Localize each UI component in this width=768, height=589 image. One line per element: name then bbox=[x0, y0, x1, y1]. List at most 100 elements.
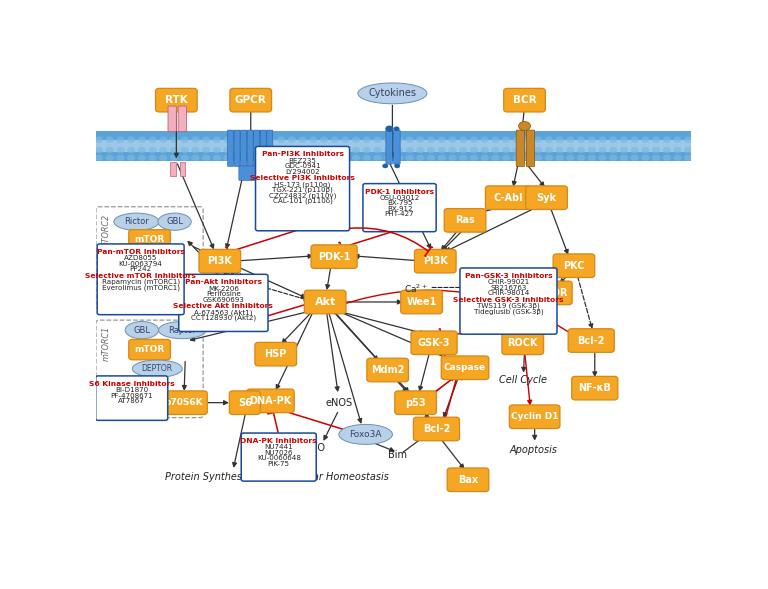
Text: Pan-Akt Inhibitors: Pan-Akt Inhibitors bbox=[185, 279, 262, 285]
Text: GSK-3: GSK-3 bbox=[418, 338, 450, 348]
FancyBboxPatch shape bbox=[386, 130, 392, 164]
Circle shape bbox=[330, 147, 339, 153]
Circle shape bbox=[641, 147, 650, 153]
Circle shape bbox=[223, 154, 232, 161]
Ellipse shape bbox=[339, 425, 392, 444]
Circle shape bbox=[127, 154, 135, 161]
Text: Cytokines: Cytokines bbox=[369, 88, 416, 98]
Text: NO: NO bbox=[310, 443, 325, 453]
Text: DNA-PK Inhibitors: DNA-PK Inhibitors bbox=[240, 438, 317, 444]
Circle shape bbox=[245, 154, 253, 161]
Circle shape bbox=[534, 147, 542, 153]
Circle shape bbox=[223, 147, 232, 153]
Circle shape bbox=[394, 164, 400, 168]
Text: GPCR: GPCR bbox=[235, 95, 266, 105]
Circle shape bbox=[341, 154, 349, 161]
Text: mTOR: mTOR bbox=[535, 288, 568, 298]
Text: p70S6K: p70S6K bbox=[164, 398, 203, 407]
Circle shape bbox=[427, 137, 435, 143]
Circle shape bbox=[213, 147, 221, 153]
FancyBboxPatch shape bbox=[129, 339, 170, 360]
Circle shape bbox=[180, 147, 189, 153]
FancyBboxPatch shape bbox=[516, 130, 525, 166]
Text: KU-0060648: KU-0060648 bbox=[257, 455, 300, 461]
FancyBboxPatch shape bbox=[98, 244, 184, 315]
Circle shape bbox=[245, 147, 253, 153]
Circle shape bbox=[641, 137, 650, 143]
Circle shape bbox=[213, 154, 221, 161]
Text: Selective Akt Inhibitors: Selective Akt Inhibitors bbox=[174, 303, 273, 309]
Circle shape bbox=[555, 147, 564, 153]
FancyBboxPatch shape bbox=[485, 186, 531, 210]
Circle shape bbox=[373, 137, 382, 143]
Circle shape bbox=[545, 154, 553, 161]
Circle shape bbox=[652, 137, 660, 143]
Circle shape bbox=[438, 137, 446, 143]
FancyBboxPatch shape bbox=[247, 389, 294, 413]
Text: Selective mTOR Inhibitors: Selective mTOR Inhibitors bbox=[85, 273, 196, 279]
Circle shape bbox=[170, 154, 178, 161]
FancyBboxPatch shape bbox=[255, 342, 296, 366]
Circle shape bbox=[277, 147, 285, 153]
Circle shape bbox=[266, 147, 275, 153]
Text: Apoptosis: Apoptosis bbox=[509, 445, 558, 455]
Text: p53: p53 bbox=[406, 398, 426, 408]
Circle shape bbox=[362, 137, 371, 143]
Circle shape bbox=[127, 137, 135, 143]
Ellipse shape bbox=[158, 322, 206, 339]
Text: Foxo3A: Foxo3A bbox=[349, 430, 382, 439]
Circle shape bbox=[406, 154, 414, 161]
Circle shape bbox=[277, 154, 285, 161]
Circle shape bbox=[277, 137, 285, 143]
Text: Cell Cycle: Cell Cycle bbox=[498, 375, 547, 385]
Text: CCT128930 (Akt2): CCT128930 (Akt2) bbox=[190, 315, 256, 321]
Circle shape bbox=[674, 147, 682, 153]
Circle shape bbox=[256, 154, 264, 161]
Circle shape bbox=[481, 137, 488, 143]
FancyBboxPatch shape bbox=[444, 209, 486, 232]
FancyBboxPatch shape bbox=[395, 391, 436, 415]
Text: Cardiovascular Homeostasis: Cardiovascular Homeostasis bbox=[250, 472, 389, 482]
Circle shape bbox=[438, 154, 446, 161]
Circle shape bbox=[94, 154, 103, 161]
Ellipse shape bbox=[132, 360, 182, 378]
Text: PHT-427: PHT-427 bbox=[385, 211, 415, 217]
FancyBboxPatch shape bbox=[155, 88, 197, 112]
Text: Ca$^{2+}$: Ca$^{2+}$ bbox=[404, 282, 428, 294]
Text: OSU-03012: OSU-03012 bbox=[379, 195, 419, 201]
Circle shape bbox=[545, 137, 553, 143]
FancyBboxPatch shape bbox=[415, 249, 456, 273]
Text: Bcl-2: Bcl-2 bbox=[422, 424, 450, 434]
Circle shape bbox=[663, 147, 671, 153]
Circle shape bbox=[427, 147, 435, 153]
Circle shape bbox=[256, 137, 264, 143]
Circle shape bbox=[384, 137, 392, 143]
Text: Akt: Akt bbox=[315, 297, 336, 307]
Bar bbox=[170, 163, 176, 176]
Circle shape bbox=[470, 154, 478, 161]
Circle shape bbox=[566, 147, 574, 153]
FancyBboxPatch shape bbox=[230, 391, 260, 415]
Text: HSP: HSP bbox=[264, 349, 287, 359]
Text: Perifosine: Perifosine bbox=[206, 291, 240, 297]
Circle shape bbox=[298, 154, 306, 161]
Circle shape bbox=[384, 147, 392, 153]
Circle shape bbox=[652, 154, 660, 161]
Circle shape bbox=[116, 137, 124, 143]
FancyBboxPatch shape bbox=[311, 245, 357, 269]
Circle shape bbox=[502, 147, 510, 153]
FancyBboxPatch shape bbox=[401, 290, 442, 314]
Text: GBL: GBL bbox=[134, 326, 151, 335]
Circle shape bbox=[577, 137, 585, 143]
FancyBboxPatch shape bbox=[234, 130, 240, 166]
Circle shape bbox=[116, 154, 124, 161]
Circle shape bbox=[202, 137, 210, 143]
Circle shape bbox=[663, 137, 671, 143]
Circle shape bbox=[609, 154, 617, 161]
Circle shape bbox=[148, 137, 157, 143]
Ellipse shape bbox=[158, 213, 191, 230]
FancyBboxPatch shape bbox=[568, 329, 614, 352]
Text: Selective GSK-3 Inhibitors: Selective GSK-3 Inhibitors bbox=[453, 296, 564, 303]
Circle shape bbox=[180, 137, 189, 143]
FancyBboxPatch shape bbox=[199, 249, 240, 273]
